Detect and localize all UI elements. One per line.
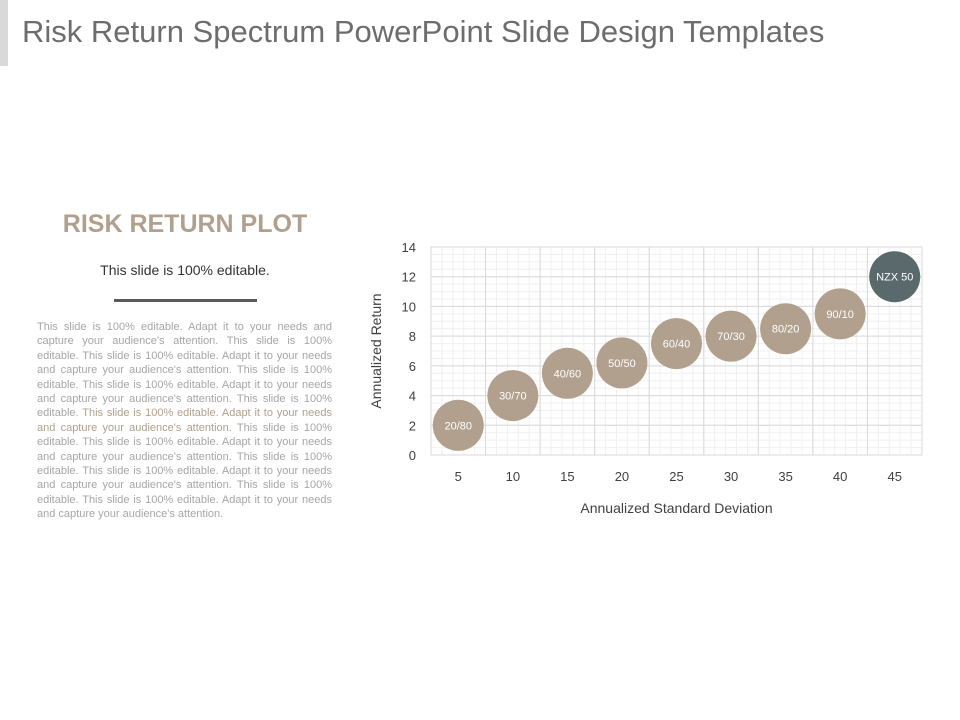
y-tick-label: 0	[409, 448, 416, 463]
x-tick-label: 45	[887, 469, 901, 484]
body-text-highlight: This slide is 100% editable. Adapt it to…	[37, 407, 332, 434]
body-text-part2: This slide is 100% editable. This slide …	[37, 421, 332, 521]
x-tick-label: 10	[506, 469, 520, 484]
bubble	[651, 318, 702, 370]
y-tick-labels: 0 2 4 6 8 10 12 14	[402, 240, 416, 463]
x-tick-label: 30	[724, 469, 738, 484]
bubbles: 20/80 30/70 40/60 50/50 60/40 70/30 80/20 90/10…	[432, 251, 921, 451]
title-accent-bar	[0, 0, 8, 66]
y-tick-label: 2	[409, 418, 416, 433]
plot-heading: RISK RETURN PLOT	[62, 210, 308, 238]
y-tick-label: 6	[409, 359, 416, 374]
x-axis-label: Annualized Standard Deviation	[580, 500, 772, 516]
y-tick-label: 14	[402, 240, 416, 255]
bubble	[541, 347, 593, 399]
x-tick-label: 20	[615, 469, 629, 484]
bubble-label: 80/20	[772, 324, 800, 336]
y-tick-label: 4	[409, 389, 416, 404]
bubble	[814, 288, 866, 340]
bubble-label: 60/40	[663, 339, 691, 351]
bubble	[760, 303, 812, 355]
x-tick-label: 35	[778, 469, 792, 484]
x-tick-label: 40	[833, 469, 847, 484]
y-tick-label: 10	[402, 299, 416, 314]
plot-frame	[430, 246, 923, 456]
bubble-label: 40/60	[554, 368, 582, 380]
bubble	[705, 310, 757, 362]
bubble-label: 20/80	[445, 420, 473, 432]
slide-title: Risk Return Spectrum PowerPoint Slide De…	[22, 14, 825, 49]
bubble	[596, 337, 648, 389]
x-tick-label: 5	[455, 469, 462, 484]
bubble-label: 50/50	[608, 358, 636, 370]
bubble-label: 30/70	[499, 391, 527, 403]
body-text: This slide is 100% editable. Adapt it to…	[37, 320, 332, 522]
y-tick-label: 12	[402, 270, 416, 285]
x-tick-labels: 5 10 15 20 25 30 35 40 45	[455, 469, 902, 484]
divider	[114, 299, 257, 302]
y-axis-label: Annualized Return	[368, 293, 384, 408]
bubble	[869, 251, 921, 303]
bubble-label: NZX 50	[876, 272, 913, 284]
bubble	[432, 399, 484, 451]
body-text-part1: This slide is 100% editable. Adapt it to…	[37, 321, 332, 420]
x-tick-label: 15	[560, 469, 574, 484]
x-tick-label: 25	[669, 469, 683, 484]
bubble-label: 90/10	[826, 309, 854, 321]
y-tick-label: 8	[409, 329, 416, 344]
subtitle: This slide is 100% editable.	[100, 262, 270, 278]
bubble-label: 70/30	[717, 331, 745, 343]
bubble	[487, 370, 539, 422]
